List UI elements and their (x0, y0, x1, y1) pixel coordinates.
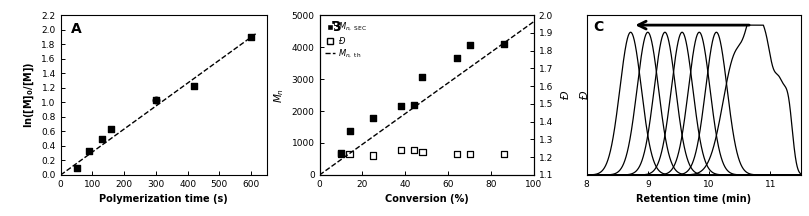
Point (334, 152, 347, 155)
Y-axis label: $\mathregular{ln([M]_0/[M])}$: $\mathregular{ln([M]_0/[M])}$ (23, 62, 36, 128)
Point (366, 154, 379, 157)
Point (451, 56, 464, 59)
Y-axis label: $\it{M}_n$: $\it{M}_n$ (273, 87, 286, 103)
Legend: $\it{M}_{n,\mathrm{\ SEC}}$, $\it{Đ}$, $\it{M}_{n,\mathrm{\ th}}$: $\it{M}_{n,\mathrm{\ SEC}}$, $\it{Đ}$, $… (324, 19, 369, 62)
Point (83, 149, 95, 153)
X-axis label: Retention time (min): Retention time (min) (636, 194, 752, 204)
Point (395, 105, 408, 108)
Point (463, 152, 476, 155)
Y-axis label: $\it{Đ}$: $\it{Đ}$ (559, 90, 570, 100)
X-axis label: Polymerization time (s): Polymerization time (s) (100, 194, 228, 204)
Point (395, 148, 408, 152)
Point (408, 148, 421, 152)
X-axis label: Conversion (%): Conversion (%) (385, 194, 468, 204)
Point (150, 98, 163, 102)
Text: B: B (330, 20, 341, 34)
Point (150, 98, 163, 102)
Point (408, 103, 421, 106)
Text: C: C (593, 20, 604, 34)
Point (498, 152, 510, 155)
Point (366, 116, 379, 120)
Point (343, 129, 356, 133)
Point (244, 35, 257, 39)
Point (498, 42, 510, 46)
Point (343, 152, 356, 155)
Point (463, 44, 476, 47)
Point (188, 85, 201, 88)
Point (70, 166, 83, 169)
Point (95, 137, 108, 140)
Point (416, 150, 429, 154)
Point (334, 151, 347, 155)
Text: A: A (71, 22, 82, 35)
Point (451, 152, 464, 155)
Text: $\it{Đ}$: $\it{Đ}$ (578, 90, 590, 100)
Point (416, 76, 429, 79)
Point (105, 127, 118, 131)
